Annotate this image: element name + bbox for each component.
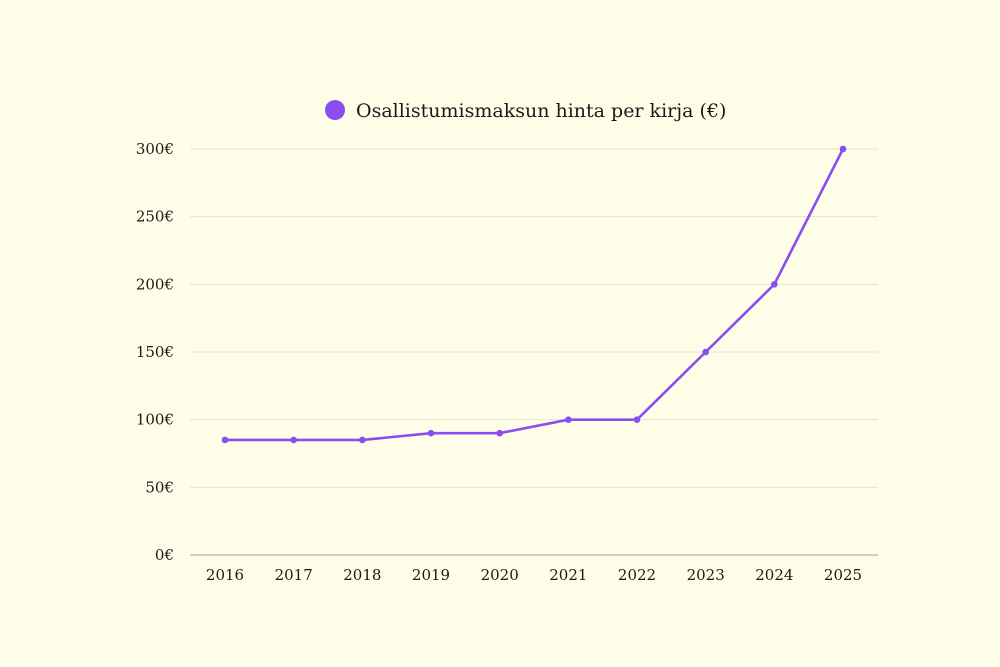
legend: Osallistumismaksun hinta per kirja (€): [325, 100, 726, 122]
x-tick-label: 2021: [549, 566, 587, 584]
data-point: [839, 145, 847, 153]
data-point: [565, 416, 572, 423]
y-tick-label: 0€: [155, 546, 174, 564]
data-point: [221, 436, 229, 444]
y-tick-label: 250€: [136, 208, 174, 226]
gridlines: [190, 148, 878, 488]
data-point: [771, 281, 778, 288]
y-tick-label: 300€: [136, 140, 174, 158]
y-axis-ticks: 0€ 50€ 100€ 150€ 200€ 250€ 300€: [136, 140, 174, 564]
x-tick-label: 2022: [618, 566, 656, 584]
legend-label: Osallistumismaksun hinta per kirja (€): [356, 100, 726, 122]
data-point: [633, 416, 641, 423]
y-tick-label: 100€: [136, 411, 174, 429]
series-line: [223, 147, 845, 442]
legend-swatch: [325, 100, 345, 120]
x-tick-label: 2025: [824, 566, 862, 584]
data-point: [496, 429, 503, 437]
y-tick-label: 200€: [136, 275, 174, 293]
data-point: [702, 348, 709, 356]
x-tick-label: 2024: [755, 566, 793, 584]
y-tick-label: 150€: [136, 343, 174, 361]
x-tick-label: 2020: [481, 566, 519, 584]
x-tick-label: 2023: [687, 566, 725, 584]
x-axis-ticks: 2016 2017 2018 2019 2020 2021 2022 2023 2024 2025: [206, 566, 862, 584]
data-point: [290, 436, 297, 444]
y-tick-label: 50€: [145, 478, 174, 496]
series: [221, 145, 847, 444]
data-point: [359, 436, 366, 444]
x-tick-label: 2016: [206, 566, 244, 584]
x-tick-label: 2018: [343, 566, 381, 584]
data-point: [427, 429, 435, 437]
x-tick-label: 2019: [412, 566, 450, 584]
x-tick-label: 2017: [275, 566, 313, 584]
